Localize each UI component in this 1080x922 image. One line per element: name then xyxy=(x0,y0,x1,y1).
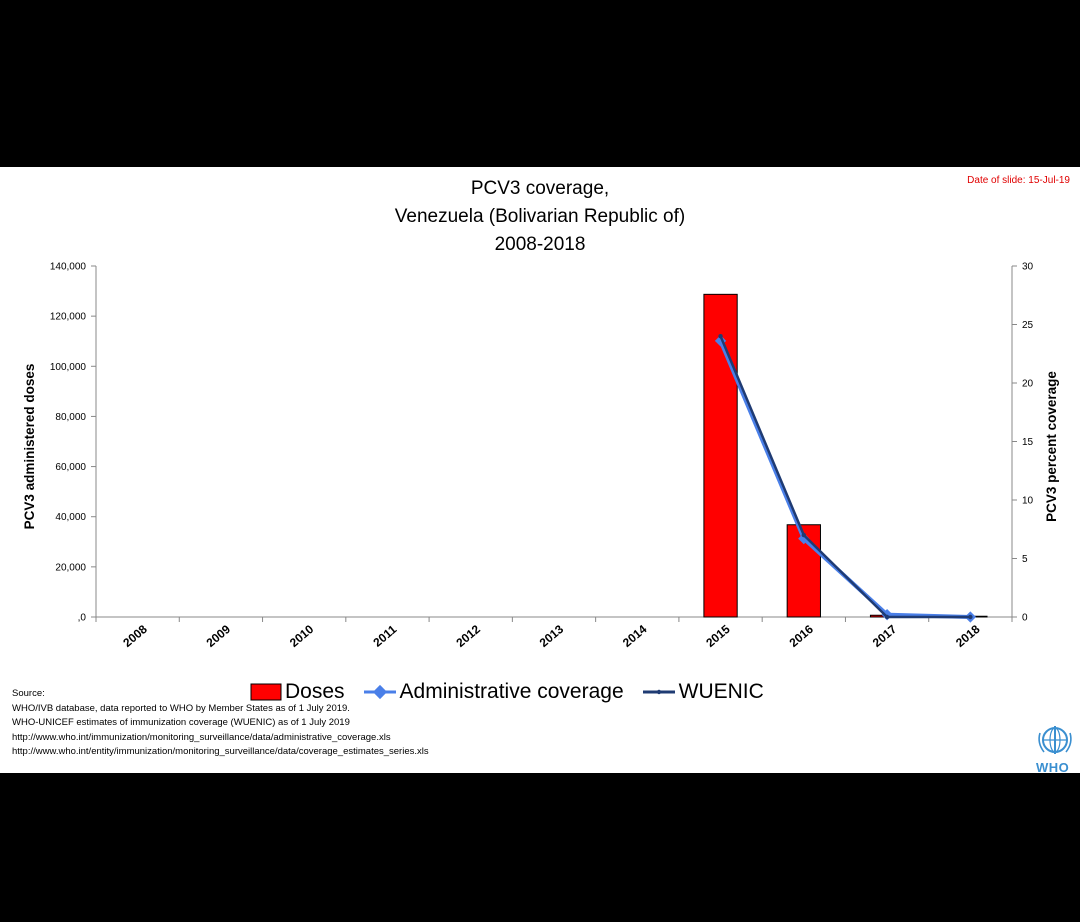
left-tick-label: 140,000 xyxy=(50,262,87,273)
right-tick-label: 30 xyxy=(1022,262,1034,273)
who-logo-text: WHO xyxy=(1036,760,1070,775)
x-tick-label: 2015 xyxy=(703,622,733,650)
x-tick-label: 2016 xyxy=(787,622,817,650)
right-tick-label: 15 xyxy=(1022,437,1034,448)
source-link: http://www.who.int/immunization/monitori… xyxy=(12,731,391,743)
slide: Date of slide: 15-Jul-19 PCV3 coverage, … xyxy=(0,167,1080,775)
admin-line-marker-icon xyxy=(363,684,396,700)
left-tick-label: 60,000 xyxy=(55,462,86,473)
left-axis-title: PCV3 administered doses xyxy=(22,364,37,530)
doses-swatch-icon xyxy=(250,683,282,701)
source-notes: Source: WHO/IVB database, data reported … xyxy=(12,687,429,760)
date-of-slide: Date of slide: 15-Jul-19 xyxy=(967,175,1070,186)
wuenic-point xyxy=(968,614,973,620)
x-tick-label: 2009 xyxy=(204,622,234,650)
wuenic-point xyxy=(884,614,890,620)
left-tick-label: 100,000 xyxy=(50,362,87,373)
x-tick-label: 2011 xyxy=(370,622,399,650)
x-tick-label: 2013 xyxy=(537,622,567,650)
right-tick-label: 5 xyxy=(1022,554,1028,565)
right-tick-label: 10 xyxy=(1022,496,1034,507)
legend-item-doses: Doses xyxy=(250,680,345,704)
left-tick-label: ,0 xyxy=(78,613,87,624)
wuenic-line xyxy=(719,335,971,619)
right-tick-label: 25 xyxy=(1022,320,1034,331)
wuenic-point xyxy=(801,532,807,538)
source-line: Source: xyxy=(12,688,45,699)
admin-coverage-point xyxy=(798,532,810,545)
left-tick-label: 40,000 xyxy=(55,512,86,523)
chart-title-line-1: PCV3 coverage, xyxy=(470,178,610,199)
left-tick-label: 120,000 xyxy=(50,312,87,323)
chart-title-line-2: Venezuela (Bolivarian Republic of) xyxy=(394,206,686,227)
legend-label-wuenic: WUENIC xyxy=(678,680,764,703)
legend-item-wuenic: WUENIC xyxy=(642,680,764,704)
legend-item-admin: Administrative coverage xyxy=(363,680,624,704)
source-link: http://www.who.int/entity/immunization/m… xyxy=(12,746,429,757)
left-tick-label: 20,000 xyxy=(55,562,86,573)
x-tick-label: 2018 xyxy=(953,622,983,650)
source-line: WHO-UNICEF estimates of immunization cov… xyxy=(12,717,350,728)
source-line: WHO/IVB database, data reported to WHO b… xyxy=(12,702,350,714)
right-tick-label: 0 xyxy=(1022,613,1028,624)
wuenic-line-marker-icon xyxy=(642,689,675,695)
x-tick-label: 2012 xyxy=(453,622,483,650)
left-tick-label: 80,000 xyxy=(55,412,86,423)
doses-bar xyxy=(703,293,738,618)
x-tick-label: 2017 xyxy=(870,622,900,650)
who-emblem-icon xyxy=(1038,726,1072,754)
wuenic-point xyxy=(718,334,723,339)
chart-title-line-3: 2008-2018 xyxy=(494,234,586,255)
right-axis-title: PCV3 percent coverage xyxy=(1044,371,1059,522)
legend-label-admin: Administrative coverage xyxy=(399,680,624,703)
x-tick-label: 2014 xyxy=(620,622,650,650)
legend-label-doses: Doses xyxy=(285,680,345,703)
pcv3-chart: 140,000 120,000 100,000 80,000 60,000 40,000 2… xyxy=(22,262,1059,650)
chart-legend: Doses Administrative coverage WUENIC xyxy=(250,679,782,705)
x-tick-label: 2010 xyxy=(287,622,317,650)
right-tick-label: 20 xyxy=(1022,379,1034,390)
x-tick-label: 2008 xyxy=(120,622,150,650)
